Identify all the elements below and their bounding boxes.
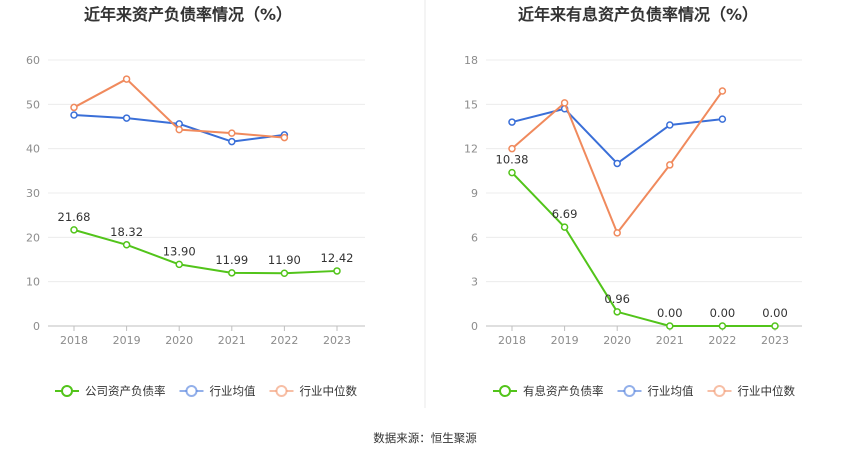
y-tick-label: 9 [471, 187, 478, 200]
data-point [70, 226, 78, 234]
y-tick-label: 40 [26, 143, 40, 156]
data-point [508, 168, 516, 177]
data-point [280, 133, 289, 142]
legend-label: 行业中位数 [300, 384, 358, 398]
data-label: 10.38 [496, 153, 529, 167]
data-point [666, 121, 674, 129]
data-point [613, 159, 621, 168]
data-label: 11.90 [268, 253, 301, 267]
data-source: 数据来源：恒生聚源 [373, 431, 477, 445]
data-point [613, 308, 621, 316]
data-label: 18.32 [110, 225, 143, 239]
x-tick-label: 2018 [498, 334, 526, 347]
legend-label: 行业中位数 [738, 384, 796, 398]
y-tick-label: 50 [26, 98, 40, 111]
chart-left: 近年来资产负债率情况（%） 0 10 20 30 40 50 60 2018 2019 2020 20… [26, 5, 365, 398]
data-label: 0.00 [657, 306, 683, 320]
data-label: 0.00 [762, 306, 788, 320]
data-point [666, 322, 674, 330]
y-tick-label: 30 [26, 187, 40, 200]
x-tick-label: 2021 [218, 334, 246, 347]
y-tick-label: 12 [464, 143, 478, 156]
legend-swatch-marker [499, 385, 511, 397]
legend-swatch-marker [61, 385, 73, 397]
series-line [73, 228, 338, 275]
chart-title: 近年来有息资产负债率情况（%） [518, 5, 758, 24]
data-label: 0.96 [604, 292, 630, 306]
data-point [718, 322, 727, 330]
legend-swatch-marker [713, 385, 726, 397]
data-point [228, 129, 236, 137]
y-tick-label: 0 [33, 320, 40, 333]
data-point [560, 99, 569, 107]
data-point [771, 322, 779, 330]
y-tick-label: 6 [471, 231, 478, 244]
y-tick-label: 0 [471, 320, 478, 333]
x-tick-label: 2023 [761, 334, 789, 347]
x-tick-label: 2018 [60, 334, 88, 347]
legend-swatch-marker [185, 385, 198, 397]
legend-label: 行业均值 [648, 384, 694, 398]
data-label: 21.68 [58, 210, 91, 224]
x-tick-label: 2019 [551, 334, 579, 347]
legend-label: 行业均值 [210, 384, 256, 398]
data-point [718, 115, 727, 123]
data-point [333, 267, 341, 275]
series-line [511, 171, 775, 327]
data-label: 12.42 [321, 251, 354, 265]
y-tick-label: 15 [464, 98, 478, 111]
legend-label: 有息资产负债率 [523, 384, 604, 398]
data-point [508, 144, 516, 153]
data-point [280, 269, 289, 277]
data-point [70, 103, 78, 112]
legend-swatch-marker [275, 385, 288, 397]
data-point [718, 87, 727, 95]
data-point [613, 229, 621, 237]
x-tick-label: 2020 [603, 334, 631, 347]
legend-swatch-marker [623, 385, 636, 397]
x-tick-label: 2022 [270, 334, 298, 347]
data-point [666, 161, 674, 169]
data-label: 11.99 [215, 253, 248, 267]
data-point [560, 223, 569, 231]
data-point [228, 269, 236, 277]
x-tick-label: 2019 [113, 334, 141, 347]
legend-label: 公司资产负债率 [85, 384, 166, 398]
chart-title: 近年来资产负债率情况（%） [84, 5, 292, 24]
data-label: 6.69 [552, 207, 578, 221]
x-tick-label: 2022 [708, 334, 736, 347]
y-tick-label: 20 [26, 231, 40, 244]
data-label: 13.90 [163, 244, 196, 258]
y-tick-label: 3 [471, 276, 478, 289]
y-tick-label: 60 [26, 54, 40, 67]
x-tick-label: 2021 [656, 334, 684, 347]
data-point [175, 125, 183, 134]
data-point [508, 118, 516, 126]
data-label: 0.00 [710, 306, 736, 320]
data-point [175, 260, 183, 269]
chart-right: 近年来有息资产负债率情况（%） 0 3 6 9 12 15 18 2018 2019 2020 202… [464, 5, 802, 398]
data-point [122, 241, 131, 249]
data-point [228, 137, 236, 146]
data-point [122, 75, 131, 83]
y-tick-label: 18 [464, 54, 478, 67]
x-tick-label: 2020 [165, 334, 193, 347]
y-tick-label: 10 [26, 276, 40, 289]
data-point [70, 111, 78, 119]
x-tick-label: 2023 [323, 334, 351, 347]
data-point [122, 114, 131, 122]
